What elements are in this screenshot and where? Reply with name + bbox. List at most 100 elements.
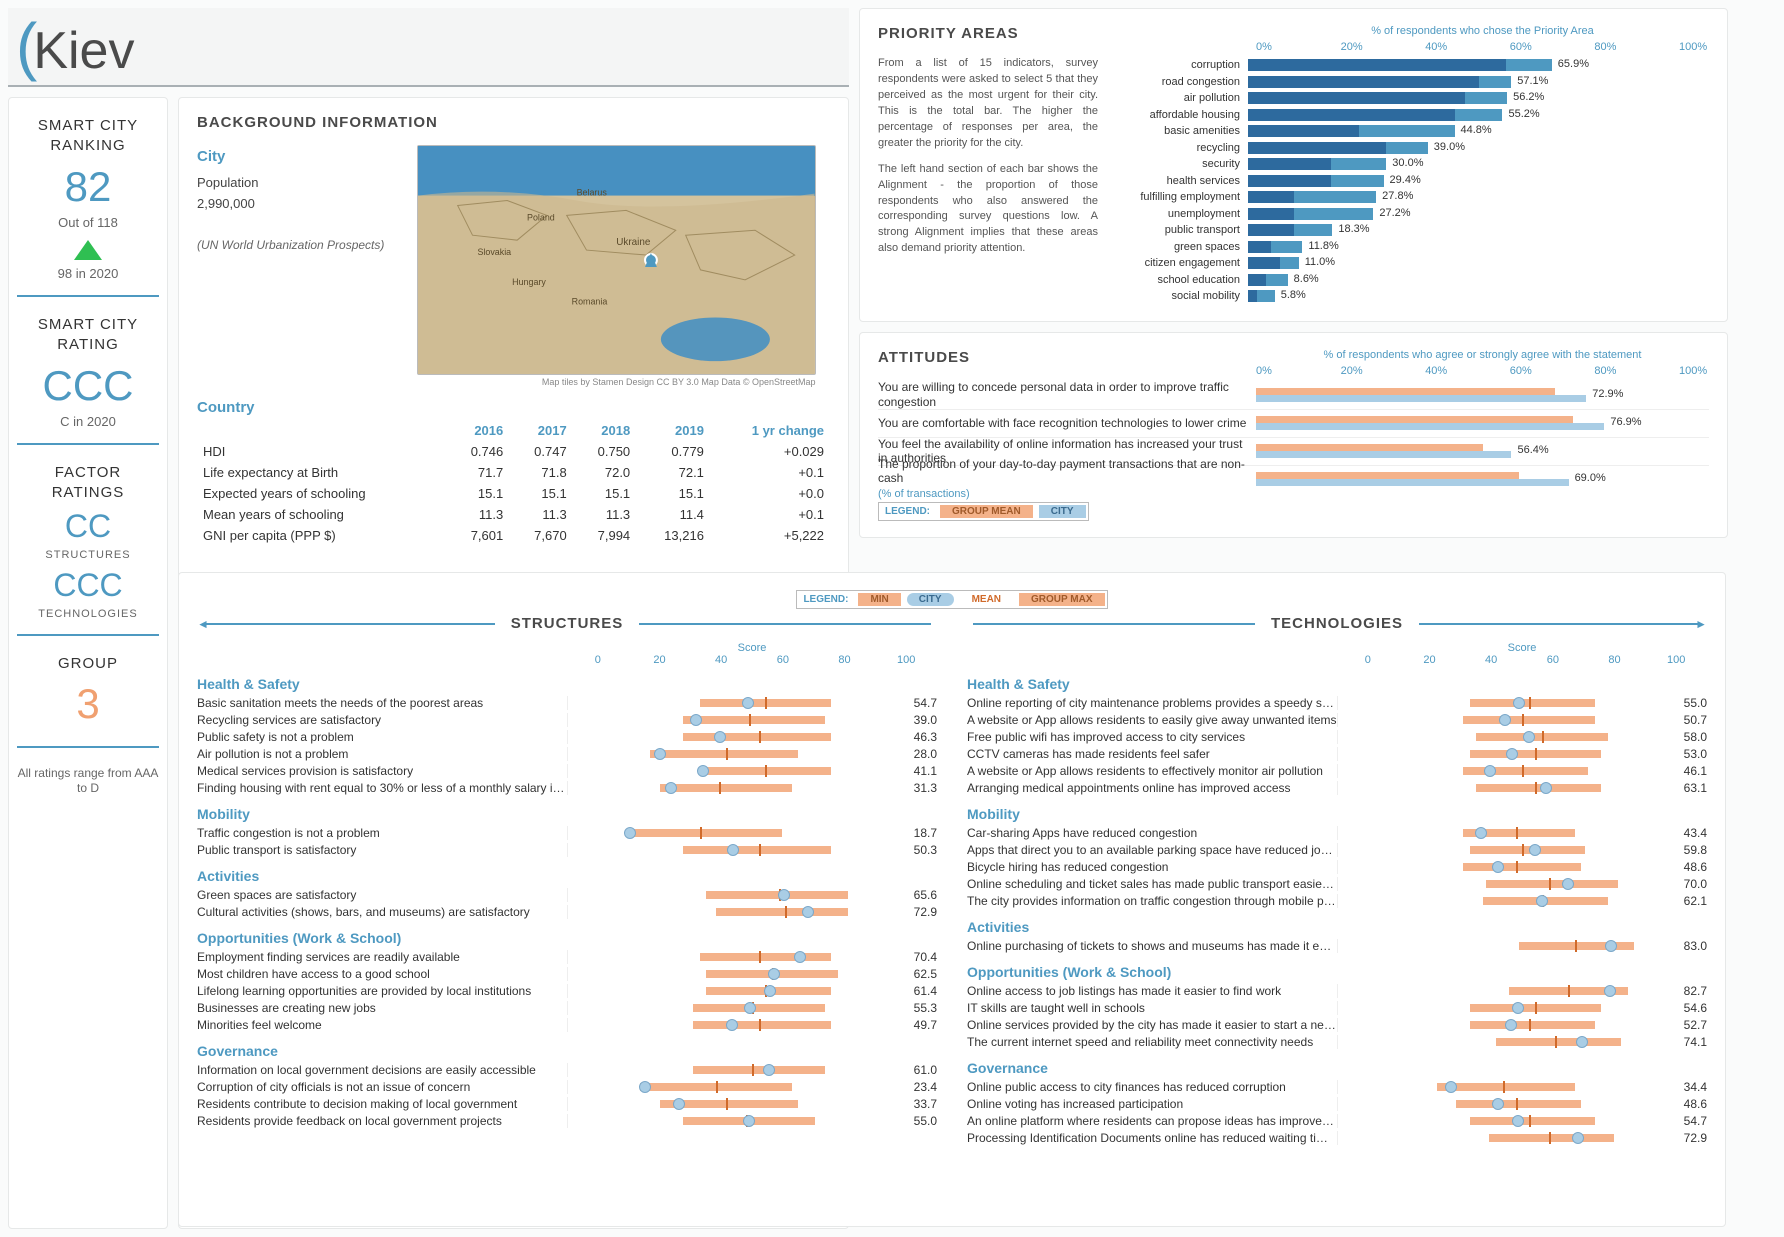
city-name: Kiev xyxy=(33,21,134,81)
score-row: Bicycle hiring has reduced congestion 48… xyxy=(967,858,1707,875)
priority-bar-row: air pollution 56.2% xyxy=(1116,90,1709,107)
score-row: Car-sharing Apps have reduced congestion… xyxy=(967,824,1707,841)
country-subheading: Country xyxy=(197,399,830,416)
score-row: Cultural activities (shows, bars, and mu… xyxy=(197,903,937,920)
priority-bar-row: security 30.0% xyxy=(1116,156,1709,173)
structures-label: STRUCTURES xyxy=(17,549,159,561)
score-row: Online public access to city finances ha… xyxy=(967,1078,1707,1095)
score-row: Finding housing with rent equal to 30% o… xyxy=(197,779,937,796)
score-row: Online reporting of city maintenance pro… xyxy=(967,694,1707,711)
score-row: Corruption of city officials is not an i… xyxy=(197,1078,937,1095)
priority-bar-row: citizen engagement 11.0% xyxy=(1116,255,1709,272)
attitudes-axis-ticks: 0%20%40%60%80%100% xyxy=(1256,365,1709,377)
group-value: 3 xyxy=(17,680,159,728)
priority-bar-row: public transport 18.3% xyxy=(1116,222,1709,239)
scores-panel: LEGEND: MIN CITY MEAN GROUP MAX STRUCTUR… xyxy=(178,572,1726,1227)
scores-legend: LEGEND: MIN CITY MEAN GROUP MAX xyxy=(197,589,1707,609)
legend-label: LEGEND: xyxy=(799,594,852,605)
score-row: IT skills are taught well in schools 54.… xyxy=(967,999,1707,1016)
attitudes-panel: ATTITUDES % of respondents who agree or … xyxy=(859,332,1728,538)
ranking-label: SMART CITY RANKING xyxy=(17,116,159,155)
population-label: Population xyxy=(197,173,397,194)
table-row: HDI0.7460.7470.7500.779+0.029 xyxy=(197,441,830,462)
priority-axis-title: % of respondents who chose the Priority … xyxy=(1116,25,1709,37)
score-row: Residents provide feedback on local gove… xyxy=(197,1112,937,1129)
ranking-value: 82 xyxy=(17,163,159,211)
city-subheading: City xyxy=(197,145,397,169)
priority-desc1: From a list of 15 indicators, survey res… xyxy=(878,56,1098,152)
category-heading: Health & Safety xyxy=(967,676,1707,692)
score-row: Online access to job listings has made i… xyxy=(967,982,1707,999)
attitudes-heading: ATTITUDES xyxy=(878,349,1256,366)
svg-text:Ukraine: Ukraine xyxy=(616,237,651,248)
priority-desc2: The left hand section of each bar shows … xyxy=(878,162,1098,258)
score-row: Arranging medical appointments online ha… xyxy=(967,779,1707,796)
legend-city: CITY xyxy=(1039,505,1086,518)
svg-text:Belarus: Belarus xyxy=(577,188,608,198)
score-row: The current internet speed and reliabili… xyxy=(967,1033,1707,1050)
attitude-row: You are willing to concede personal data… xyxy=(878,381,1709,409)
score-row: Basic sanitation meets the needs of the … xyxy=(197,694,937,711)
priority-bar-row: school education 8.6% xyxy=(1116,272,1709,289)
score-row: Online voting has increased participatio… xyxy=(967,1095,1707,1112)
score-row: Medical services provision is satisfacto… xyxy=(197,762,937,779)
score-row: An online platform where residents can p… xyxy=(967,1112,1707,1129)
map-credit: Map tiles by Stamen Design CC BY 3.0 Map… xyxy=(417,377,816,387)
score-row: The city provides information on traffic… xyxy=(967,892,1707,909)
category-heading: Activities xyxy=(967,919,1707,935)
priority-heading: PRIORITY AREAS xyxy=(878,25,1098,42)
priority-bar-row: health services 29.4% xyxy=(1116,173,1709,190)
score-row: Public transport is satisfactory 50.3 xyxy=(197,841,937,858)
priority-axis-ticks: 0%20%40%60%80%100% xyxy=(1116,41,1709,53)
score-row: Recycling services are satisfactory 39.0 xyxy=(197,711,937,728)
score-row: Free public wifi has improved access to … xyxy=(967,728,1707,745)
score-row: Employment finding services are readily … xyxy=(197,948,937,965)
score-row: Traffic congestion is not a problem 18.7 xyxy=(197,824,937,841)
score-row: A website or App allows residents to eas… xyxy=(967,711,1707,728)
legend-label: LEGEND: xyxy=(881,506,934,517)
tech-rating: CCC xyxy=(17,567,159,604)
score-row: Online purchasing of tickets to shows an… xyxy=(967,937,1707,954)
factor-label: FACTOR RATINGS xyxy=(17,463,159,502)
ranking-prev: 98 in 2020 xyxy=(17,266,159,281)
svg-text:Slovakia: Slovakia xyxy=(477,247,511,257)
priority-bars: corruption 65.9% road congestion 57.1% a… xyxy=(1116,57,1709,305)
priority-bar-row: corruption 65.9% xyxy=(1116,57,1709,74)
table-row: Expected years of schooling15.115.115.11… xyxy=(197,483,830,504)
priority-panel: PRIORITY AREAS From a list of 15 indicat… xyxy=(859,8,1728,322)
priority-chart: % of respondents who chose the Priority … xyxy=(1116,25,1709,305)
rating-label: SMART CITY RATING xyxy=(17,315,159,354)
priority-bar-row: recycling 39.0% xyxy=(1116,140,1709,157)
score-row: CCTV cameras has made residents feel saf… xyxy=(967,745,1707,762)
structures-rating: CC xyxy=(17,508,159,545)
score-row: Online services provided by the city has… xyxy=(967,1016,1707,1033)
population-value: 2,990,000 xyxy=(197,194,397,215)
category-heading: Activities xyxy=(197,868,937,884)
priority-bar-row: basic amenities 44.8% xyxy=(1116,123,1709,140)
ratings-footer: All ratings range from AAA to D xyxy=(17,766,159,797)
category-heading: Governance xyxy=(197,1043,937,1059)
score-row: Information on local government decision… xyxy=(197,1061,937,1078)
map-placeholder: Ukraine Poland Belarus Slovakia Hungary … xyxy=(417,145,816,375)
attitudes-axis-title: % of respondents who agree or strongly a… xyxy=(1256,349,1709,361)
group-label: GROUP xyxy=(17,654,159,674)
legend-group: GROUP MEAN xyxy=(940,505,1033,518)
score-row: Green spaces are satisfactory 65.6 xyxy=(197,886,937,903)
attitudes-legend: LEGEND: GROUP MEAN CITY xyxy=(878,501,1709,521)
legend-min: MIN xyxy=(858,593,900,606)
priority-bar-row: road congestion 57.1% xyxy=(1116,74,1709,91)
legend-max: GROUP MAX xyxy=(1019,593,1105,606)
category-heading: Health & Safety xyxy=(197,676,937,692)
technologies-column: TECHNOLOGIES Score020406080100Health & S… xyxy=(967,615,1707,1146)
rating-prev: C in 2020 xyxy=(17,414,159,429)
category-heading: Governance xyxy=(967,1060,1707,1076)
structures-column: STRUCTURES Score020406080100Health & Saf… xyxy=(197,615,937,1146)
score-row: Online scheduling and ticket sales has m… xyxy=(967,875,1707,892)
score-row: Most children have access to a good scho… xyxy=(197,965,937,982)
score-row: Businesses are creating new jobs 55.3 xyxy=(197,999,937,1016)
table-row: GNI per capita (PPP $)7,6017,6707,99413,… xyxy=(197,525,830,546)
table-row: Life expectancy at Birth71.771.872.072.1… xyxy=(197,462,830,483)
rating-value: CCC xyxy=(17,362,159,410)
category-heading: Opportunities (Work & School) xyxy=(967,964,1707,980)
priority-bar-row: green spaces 11.8% xyxy=(1116,239,1709,256)
